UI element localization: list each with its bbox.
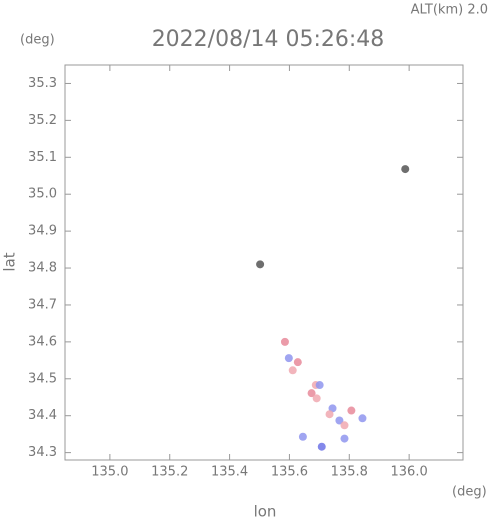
y-tick-label: 35.0 xyxy=(28,187,57,202)
x-tick-label: 136.0 xyxy=(391,465,428,480)
y-tick-label: 34.7 xyxy=(28,297,57,312)
x-tick-label: 135.6 xyxy=(271,465,308,480)
y-tick-label: 35.3 xyxy=(28,76,57,91)
x-unit: (deg) xyxy=(452,485,487,500)
data-point xyxy=(347,406,356,415)
y-tick-label: 34.3 xyxy=(28,445,57,460)
data-point xyxy=(401,165,410,174)
data-point xyxy=(340,434,349,443)
data-point xyxy=(315,381,324,390)
y-tick-label: 34.6 xyxy=(28,334,57,349)
y-tick-label: 34.9 xyxy=(28,224,57,239)
data-point xyxy=(312,394,321,403)
data-point xyxy=(325,410,334,419)
x-tick-label: 135.2 xyxy=(151,465,188,480)
y-tick-label: 34.8 xyxy=(28,261,57,276)
data-point xyxy=(293,358,302,367)
y-unit: (deg) xyxy=(20,33,55,48)
data-point xyxy=(284,354,293,363)
data-point xyxy=(328,404,337,413)
y-tick-label: 34.4 xyxy=(28,408,57,423)
y-tick-label: 34.5 xyxy=(28,371,57,386)
plot-frame xyxy=(64,64,464,461)
y-tick-label: 35.2 xyxy=(28,113,57,128)
data-point xyxy=(280,337,289,346)
y-axis-label: lat xyxy=(1,252,19,271)
data-point xyxy=(317,442,326,451)
data-point xyxy=(335,416,344,425)
data-point xyxy=(307,389,316,398)
data-point xyxy=(358,414,367,423)
chart-title: 2022/08/14 05:26:48 xyxy=(152,27,385,52)
x-tick-label: 135.4 xyxy=(211,465,248,480)
x-tick-label: 135.0 xyxy=(91,465,128,480)
data-point xyxy=(340,421,349,430)
data-point xyxy=(288,366,297,375)
x-tick-label: 135.8 xyxy=(331,465,368,480)
data-point xyxy=(256,260,265,269)
x-axis-label: lon xyxy=(254,503,277,521)
altitude-label: ALT(km) 2.0 xyxy=(411,3,488,18)
data-point xyxy=(298,432,307,441)
y-tick-label: 35.1 xyxy=(28,150,57,165)
